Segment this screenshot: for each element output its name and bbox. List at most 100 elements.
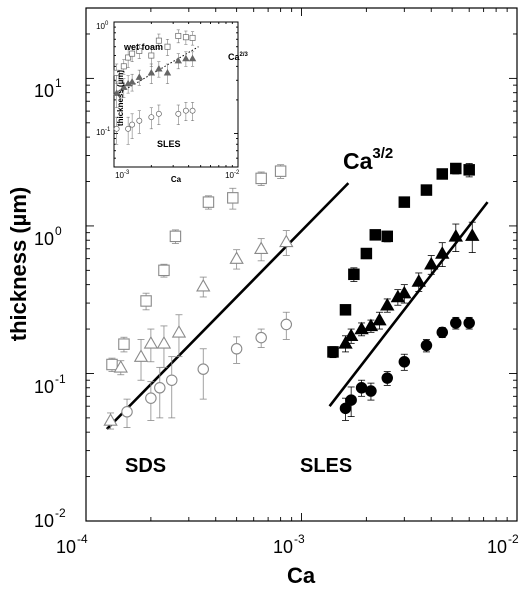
main-filled-circle-point <box>345 394 357 406</box>
main-open-triangle-point <box>133 349 149 362</box>
main-open-triangle-point <box>103 413 118 426</box>
main-filled-triangle-point <box>435 246 450 259</box>
inset-open-square-point <box>136 47 143 54</box>
inset-open-square-point <box>155 37 162 44</box>
main-open-circle-point <box>166 374 178 386</box>
x-tick-label-1: 10 <box>56 537 76 557</box>
main-fit-lines <box>105 182 489 430</box>
main-open-circle-point <box>255 331 267 344</box>
main-filled-circle-point <box>365 385 377 397</box>
main-filled-circle-point <box>398 356 411 368</box>
inset-x-tick-label-1: 10 <box>115 171 124 180</box>
main-open-circle-point <box>280 318 293 331</box>
inset-filled-triangle-point <box>120 83 128 90</box>
main-filled-circle-point <box>463 317 475 329</box>
y-tick-label-1: 10 <box>34 511 54 531</box>
main-filled-square-point <box>360 247 373 260</box>
main-open-triangle-point <box>113 360 128 373</box>
inset-filled-triangle-point <box>174 56 183 64</box>
main-open-square-point <box>169 230 182 243</box>
main-filled-square-point <box>398 196 411 208</box>
inset-x-axis-title: Ca <box>171 175 182 184</box>
main-open-square-point <box>140 295 152 307</box>
inset-chart: 10 -3 10 -2 10 -1 10 0 Ca thickness (µm)… <box>96 21 248 184</box>
inset-open-circle-point <box>182 107 189 114</box>
main-fit-line <box>105 182 350 430</box>
main-filled-square-point <box>339 304 352 316</box>
main-filled-triangle-point <box>448 228 463 242</box>
inset-open-square-point <box>164 43 171 50</box>
y-tick-label-2-exp: -1 <box>55 372 66 386</box>
x-tick-label-3-exp: -2 <box>508 532 519 546</box>
inset-open-circle-point <box>175 110 182 117</box>
inset-y-tick-label-1: 10 <box>96 128 105 137</box>
inset-y-tick-label-1-exp: -1 <box>105 127 111 133</box>
main-filled-square-point <box>381 230 394 243</box>
inset-open-circle-point <box>148 114 155 121</box>
main-open-square-point <box>202 196 215 208</box>
inset-ca-exponent-label: Ca2/3 <box>228 52 249 62</box>
main-filled-square-point <box>348 268 360 281</box>
inset-open-square-point <box>189 34 196 41</box>
main-filled-triangle-point <box>465 228 480 241</box>
main-data-marks <box>103 162 480 430</box>
main-filled-triangle-point <box>343 328 359 342</box>
x-tick-label-3: 10 <box>487 537 507 557</box>
x-tick-label-2: 10 <box>273 537 293 557</box>
inset-open-circle-point <box>136 117 143 124</box>
main-ticks <box>85 7 518 522</box>
main-open-square-point <box>227 192 239 204</box>
inset-y-axis-title: thickness (µm) <box>116 70 125 127</box>
inset-y-tick-label-2-exp: 0 <box>105 21 109 27</box>
main-filled-square-point <box>369 229 382 241</box>
inset-filled-triangle-point <box>128 78 136 85</box>
inset-open-circle-point <box>155 110 162 117</box>
inset-open-circle-point <box>189 107 196 114</box>
main-filled-circle-point <box>450 317 462 329</box>
y-tick-label-4-exp: 1 <box>55 76 62 90</box>
main-filled-square-point <box>327 346 339 358</box>
inset-filled-triangle-point <box>182 54 190 62</box>
inset-open-square-point <box>125 54 132 61</box>
y-tick-label-3-exp: 0 <box>55 224 62 238</box>
main-open-square-point <box>106 358 118 371</box>
inset-ticks <box>113 21 239 168</box>
sles-label: SLES <box>300 455 352 477</box>
main-open-circle-point <box>145 392 157 404</box>
inset-wet-foam-label: wet foam <box>123 42 163 52</box>
main-filled-square-point <box>450 162 462 175</box>
inset-sles-label: SLES <box>157 139 181 149</box>
inset-filled-triangle-point <box>112 89 121 96</box>
main-open-square-point <box>274 165 287 177</box>
inset-open-circle-point <box>125 125 132 132</box>
inset-x-tick-label-1-exp: -3 <box>124 170 130 176</box>
main-open-circle-point <box>154 382 166 394</box>
main-open-triangle-point <box>143 336 159 349</box>
main-open-triangle-point <box>253 241 269 255</box>
x-tick-label-2-exp: -3 <box>294 532 305 546</box>
inset-filled-triangle-point <box>147 68 156 76</box>
inset-open-circle-point <box>129 121 136 128</box>
y-tick-label-4: 10 <box>34 81 54 101</box>
inset-filled-triangle-point <box>155 65 163 72</box>
main-filled-triangle-point <box>424 256 439 270</box>
y-axis-title: thickness (µm) <box>6 187 31 342</box>
inset-open-circle-point <box>113 125 120 132</box>
inset-filled-triangle-point <box>163 68 172 76</box>
inset-open-square-point <box>175 32 182 39</box>
main-filled-triangle-point <box>397 285 412 299</box>
main-open-triangle-point <box>171 324 187 338</box>
y-tick-label-2: 10 <box>34 377 54 397</box>
inset-x-tick-label-2-exp: -2 <box>234 170 240 176</box>
inset-open-square-point <box>182 34 189 41</box>
y-tick-label-1-exp: -2 <box>55 506 66 520</box>
sds-label: SDS <box>125 455 166 477</box>
main-open-triangle-point <box>279 234 294 248</box>
inset-open-square-point <box>148 52 155 59</box>
main-filled-circle-point <box>339 402 352 415</box>
inset-filled-triangle-point <box>188 54 197 62</box>
inset-data-marks <box>112 29 197 145</box>
main-chart: 10 -4 10 -3 10 -2 10 -2 10 -1 10 0 10 1 … <box>6 7 519 588</box>
ca-exponent-label: Ca3/2 <box>343 145 393 174</box>
